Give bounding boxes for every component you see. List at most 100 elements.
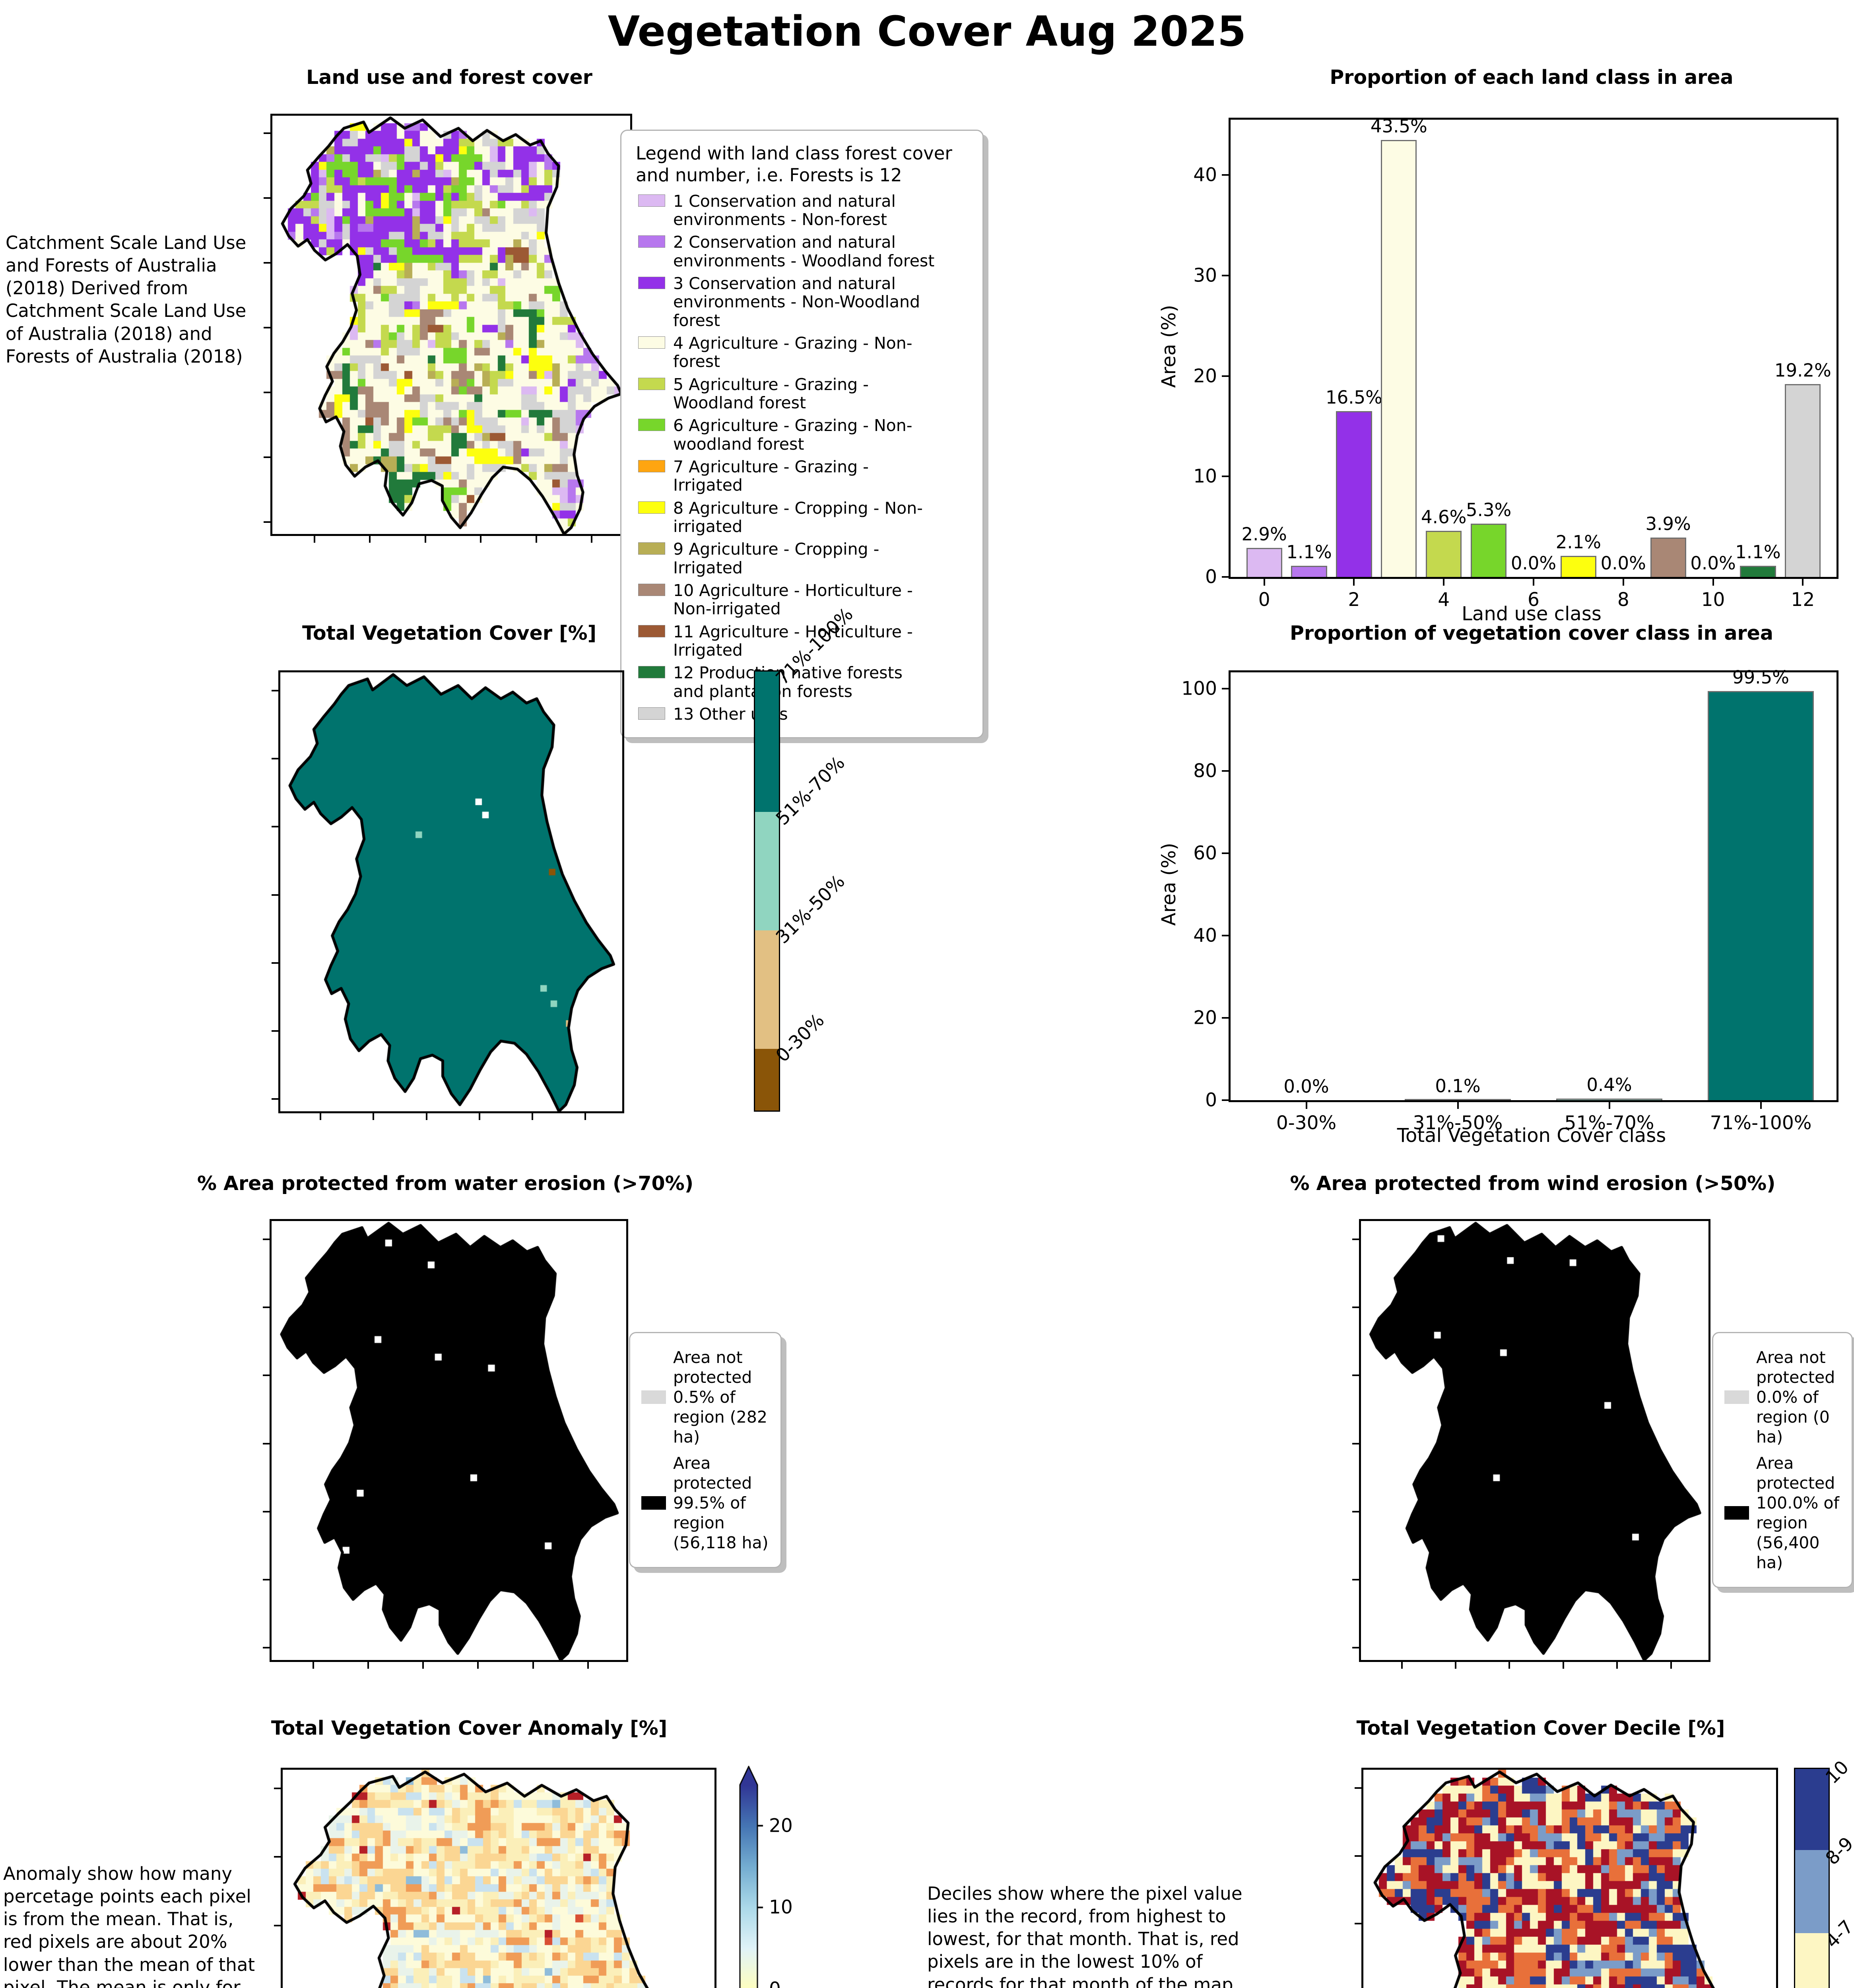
legend-entry-label: 12 Production native forests and plantat… — [673, 663, 903, 701]
landclass-chart-ylabel: Area (%) — [1158, 305, 1180, 388]
legend-swatch — [638, 542, 665, 555]
legend-entry-label: 13 Other uses — [673, 704, 788, 724]
legend-swatch — [638, 707, 665, 720]
page-title: Vegetation Cover Aug 2025 — [608, 7, 1246, 56]
landuse-caption: Catchment Scale Land Use and Forests of … — [6, 232, 247, 367]
legend-entry: 3 Conservation and natural environments … — [633, 274, 971, 330]
y-axis-tick-label: 100 — [1181, 678, 1217, 700]
x-axis-tick — [1760, 1100, 1762, 1109]
axis-tick — [532, 1111, 534, 1120]
bar — [1426, 530, 1462, 577]
x-axis-tick-label: 12 — [1791, 589, 1815, 611]
legend-swatch — [638, 666, 665, 679]
water-legend: Area not protected 0.5% of region (282 h… — [629, 1332, 782, 1569]
legend-entry: Area protected 100.0% of region (56,400 … — [1723, 1453, 1842, 1573]
legend-entry: 8 Agriculture - Cropping - Non-irrigated — [633, 499, 971, 536]
vegcover-colorbar — [754, 670, 780, 1112]
bar-value-label: 99.5% — [1732, 666, 1789, 688]
y-axis-tick-label: 40 — [1193, 164, 1217, 186]
y-axis-tick-label: 0 — [1205, 1089, 1217, 1111]
axis-tick — [1616, 1660, 1618, 1669]
axis-tick — [422, 1660, 424, 1669]
y-axis-tick — [1222, 274, 1231, 276]
axis-tick — [1352, 1307, 1361, 1309]
vegcover-map-canvas — [280, 672, 622, 1111]
water-map-title: % Area protected from water erosion (>70… — [197, 1172, 694, 1195]
y-axis-tick — [1222, 576, 1231, 578]
vegclass-chart-xlabel: Total Vegetation Cover class — [1397, 1124, 1666, 1147]
axis-tick — [272, 690, 280, 692]
legend-entry: 12 Production native forests and plantat… — [633, 664, 971, 701]
x-axis-tick — [1263, 577, 1265, 586]
x-axis-tick — [1712, 577, 1714, 586]
axis-tick — [264, 521, 272, 523]
axis-tick — [1352, 1578, 1361, 1580]
landuse-map — [264, 114, 632, 543]
bar-value-label: 5.3% — [1466, 499, 1512, 521]
x-axis-tick — [1457, 1100, 1459, 1109]
axis-tick — [532, 1660, 534, 1669]
axis-tick — [264, 132, 272, 134]
y-axis-tick-label: 20 — [1193, 1007, 1217, 1029]
colorbar-segment — [755, 1049, 779, 1110]
y-axis-tick — [1222, 174, 1231, 176]
y-axis-tick — [1222, 852, 1231, 854]
legend-swatch — [641, 1390, 666, 1404]
bar — [1405, 1099, 1511, 1100]
y-axis-tick — [1222, 476, 1231, 478]
axis-tick — [263, 1239, 272, 1241]
axis-tick — [312, 1660, 314, 1669]
y-axis-tick-label: 0 — [1205, 566, 1217, 588]
decile-map-canvas — [1363, 1770, 1776, 1988]
y-axis-tick — [1222, 770, 1231, 772]
colorbar-tick-label: 20 — [769, 1815, 793, 1837]
landuse-legend-entries: 1 Conservation and natural environments … — [633, 192, 971, 724]
y-axis-tick — [1222, 375, 1231, 377]
wind-legend: Area not protected 0.0% of region (0 ha)… — [1712, 1332, 1853, 1588]
legend-entry-label: Area protected 99.5% of region (56,118 h… — [673, 1454, 769, 1553]
x-axis-tick-label: 0-30% — [1276, 1112, 1337, 1134]
x-axis-tick — [1353, 577, 1355, 586]
axis-tick — [263, 1375, 272, 1376]
bar — [1336, 411, 1372, 577]
x-axis-tick — [1305, 1100, 1307, 1109]
bar-value-label: 19.2% — [1774, 359, 1831, 381]
legend-entry: 6 Agriculture - Grazing - Non-woodland f… — [633, 416, 971, 453]
axis-tick — [477, 1660, 479, 1669]
legend-swatch — [638, 584, 665, 596]
axis-tick — [587, 1660, 589, 1669]
bar — [1291, 566, 1327, 577]
axis-tick — [1355, 1923, 1363, 1924]
bar-value-label: 0.0% — [1283, 1076, 1329, 1097]
axis-tick — [263, 1307, 272, 1309]
colorbar-segment — [755, 672, 779, 812]
vegcover-map-title: Total Vegetation Cover [%] — [302, 622, 596, 645]
legend-entry: Area protected 99.5% of region (56,118 h… — [640, 1453, 771, 1553]
legend-entry-label: Area protected 100.0% of region (56,400 … — [1756, 1454, 1839, 1573]
legend-entry-label: 8 Agriculture - Cropping - Non-irrigated — [673, 498, 923, 536]
axis-tick — [264, 392, 272, 394]
legend-entry-label: 6 Agriculture - Grazing - Non-woodland f… — [673, 416, 912, 454]
colorbar-segment — [755, 812, 779, 931]
axis-tick — [424, 534, 426, 543]
bar-value-label: 0.1% — [1435, 1075, 1481, 1097]
anomaly-caption: Anomaly show how many percetage points e… — [3, 1863, 255, 1988]
x-axis-tick-label: 71%-100% — [1710, 1112, 1812, 1134]
legend-entry: 1 Conservation and natural environments … — [633, 192, 971, 229]
vegclass-chart-title: Proportion of vegetation cover class in … — [1290, 622, 1773, 645]
anomaly-map-title: Total Vegetation Cover Anomaly [%] — [271, 1717, 668, 1740]
legend-entry: 9 Agriculture - Cropping - Irrigated — [633, 540, 971, 577]
legend-entry: 11 Agriculture - Horticulture - Irrigate… — [633, 623, 971, 660]
landuse-legend-title: Legend with land class forest cover and … — [636, 143, 952, 186]
vegcover-map — [272, 670, 624, 1120]
axis-tick — [264, 456, 272, 458]
bar-value-label: 0.0% — [1600, 553, 1646, 574]
bar-value-label: 1.1% — [1735, 542, 1781, 563]
y-axis-tick-label: 40 — [1193, 924, 1217, 947]
bar-value-label: 4.6% — [1421, 506, 1467, 528]
bar-value-label: 3.9% — [1645, 513, 1691, 535]
colorbar-segment — [1795, 1769, 1829, 1850]
bar-value-label: 43.5% — [1370, 115, 1427, 137]
axis-tick — [313, 534, 315, 543]
colorbar-segment — [1795, 1850, 1829, 1933]
